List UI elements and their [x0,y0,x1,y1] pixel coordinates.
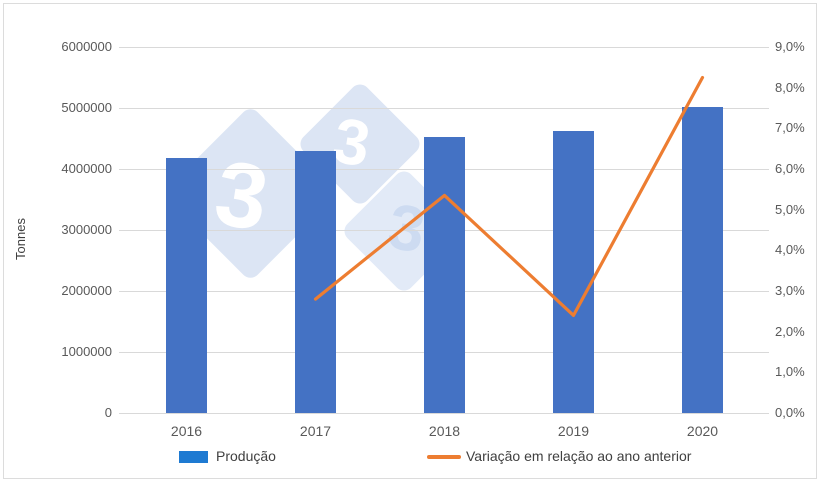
chart-frame: 3 3 3 Tonnes Produção Variação em relaçã… [3,3,817,479]
left-axis-title: Tonnes [13,218,28,260]
right-axis-tick-label: 8,0% [775,79,805,95]
left-axis-tick-label: 6000000 [61,39,112,54]
x-axis-label: 2018 [428,423,461,439]
right-axis-tick-label: 9,0% [775,39,805,54]
left-axis-tick-label: 5000000 [61,100,112,115]
right-axis-tick-label: 1,0% [775,364,805,380]
plot-area: 3 3 3 Tonnes Produção Variação em relaçã… [4,4,816,478]
x-axis-label: 2019 [557,423,590,439]
bar-producao [424,137,465,413]
x-axis-label: 2020 [686,423,719,439]
legend-swatch-producao [179,451,208,463]
right-axis-tick-label: 5,0% [775,201,805,217]
legend-swatch-variacao [427,455,461,459]
legend-label-producao: Produção [216,448,276,464]
left-axis-tick-label: 4000000 [61,161,112,176]
bar-producao [553,130,594,413]
bar-producao [166,158,207,413]
gridline [119,46,769,48]
right-axis-tick-label: 4,0% [775,242,805,258]
right-axis-tick-label: 2,0% [775,323,805,339]
right-axis-tick-label: 3,0% [775,283,805,298]
bar-producao [682,106,723,413]
gridline [119,107,769,109]
left-axis-tick-label: 3000000 [61,222,112,237]
bar-producao [295,150,336,413]
left-axis-tick-label: 0 [104,405,112,420]
x-axis-label: 2017 [299,423,332,439]
right-axis-tick-label: 6,0% [775,161,805,176]
right-axis-tick-label: 0,0% [775,405,805,420]
left-axis-tick-label: 2000000 [61,283,112,298]
left-axis-tick-label: 1000000 [61,344,112,359]
x-axis-label: 2016 [170,423,203,439]
gridline [119,412,769,414]
right-axis-tick-label: 7,0% [775,120,805,136]
legend-label-variacao: Variação em relação ao ano anterior [466,448,692,464]
